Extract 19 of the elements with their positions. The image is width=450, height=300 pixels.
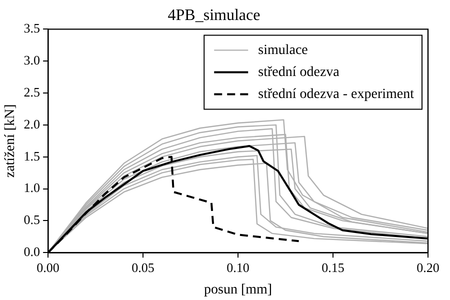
y-tick-label: 0.5 [24,212,40,228]
x-tick-label: 0.15 [322,260,344,275]
x-axis-title: posun [mm] [204,282,272,298]
y-tick-label: 3.5 [24,20,40,36]
legend-label: simulace [258,42,308,58]
chart-title: 4PB_simulace [168,6,260,24]
x-tick-label: 0.05 [132,260,154,275]
y-tick-label: 2.5 [24,84,40,100]
y-tick-label: 1.5 [24,148,40,164]
y-tick-label: 3.0 [24,52,40,68]
x-tick-label: 0.00 [36,260,60,275]
y-tick-label: 2.0 [24,116,40,132]
legend-label: střední odezva [258,64,340,80]
legend-label: střední odezva - experiment [258,86,414,102]
y-tick-label: 1.0 [24,180,40,196]
y-tick-label: 0.0 [24,244,40,260]
x-tick-label: 0.20 [416,260,440,275]
x-tick-label: 0.10 [226,260,250,275]
y-axis-title: zatížení [kN] [3,104,18,178]
